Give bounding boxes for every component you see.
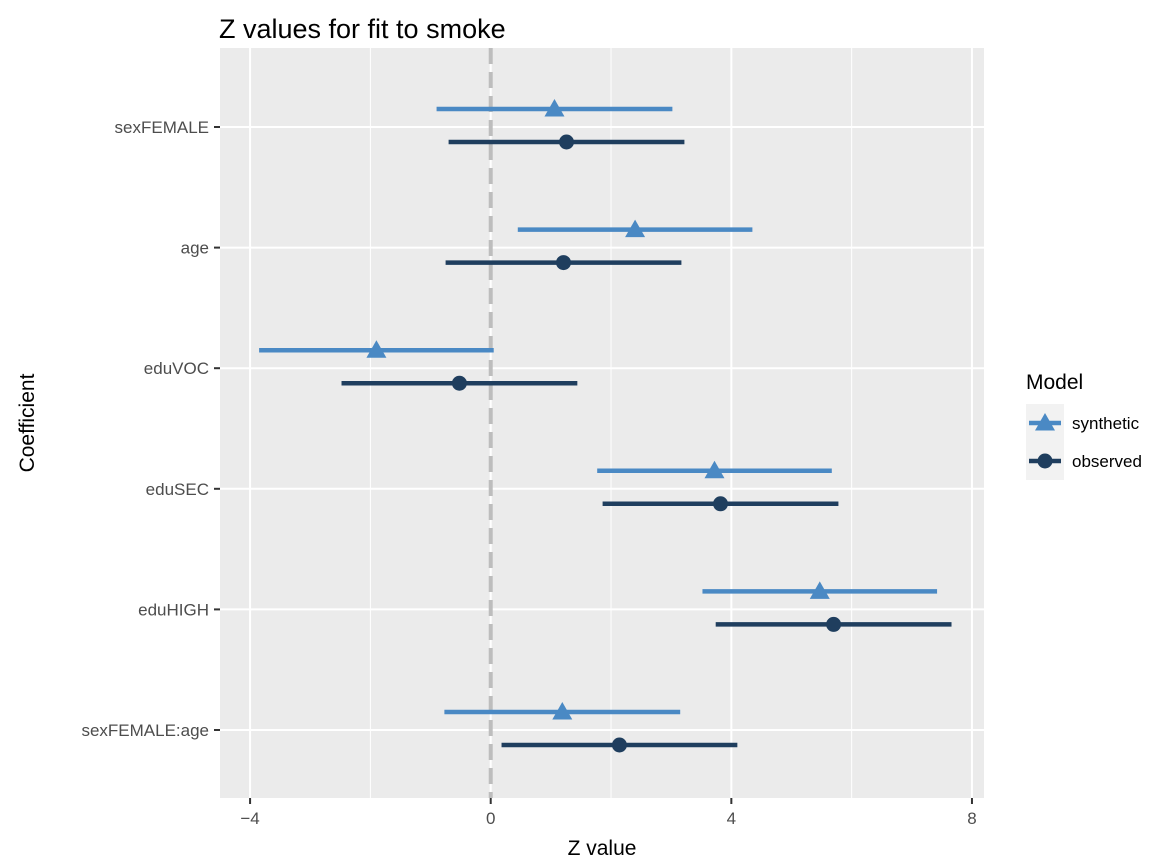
y-tick-label: sexFEMALE:age xyxy=(81,721,209,740)
chart-title: Z values for fit to smoke xyxy=(219,14,506,44)
y-axis-title: Coefficient xyxy=(16,373,39,472)
point-marker xyxy=(809,581,830,599)
point-marker xyxy=(559,134,575,150)
x-tick-label: 8 xyxy=(967,809,976,828)
legend-label-observed: observed xyxy=(1072,452,1142,471)
point-marker xyxy=(544,99,565,117)
point-marker xyxy=(555,255,571,271)
series-layer xyxy=(259,99,952,753)
x-axis: −4 0 4 8 xyxy=(240,798,977,828)
legend-key-marker xyxy=(1035,413,1055,431)
y-tick-label: age xyxy=(181,239,209,258)
point-marker xyxy=(704,460,725,479)
x-tick-label: 0 xyxy=(486,809,495,828)
point-marker xyxy=(826,616,842,632)
plot-panel xyxy=(220,48,984,798)
point-marker xyxy=(366,340,387,358)
y-axis: sexFEMALE age eduVOC eduSEC eduHIGH sexFEMALE… xyxy=(81,118,220,740)
point-marker xyxy=(713,496,729,512)
y-tick-label: sexFEMALE xyxy=(115,118,209,137)
series-synthetic xyxy=(259,99,938,720)
point-marker xyxy=(451,375,467,391)
point-marker xyxy=(552,702,573,720)
legend: Model synthetic observed xyxy=(1026,371,1142,480)
y-tick-label: eduSEC xyxy=(146,480,209,499)
point-marker xyxy=(625,219,646,238)
point-marker xyxy=(611,737,627,753)
minor-gridlines xyxy=(369,48,853,798)
legend-label-synthetic: synthetic xyxy=(1072,414,1140,433)
x-tick-label: 4 xyxy=(727,809,736,828)
legend-title: Model xyxy=(1026,371,1083,394)
x-tick-label: −4 xyxy=(240,809,259,828)
y-tick-label: eduHIGH xyxy=(138,600,209,619)
y-tick-label: eduVOC xyxy=(144,359,209,378)
x-axis-title: Z value xyxy=(568,837,637,860)
legend-key-marker xyxy=(1037,453,1053,469)
series-observed xyxy=(341,134,952,753)
